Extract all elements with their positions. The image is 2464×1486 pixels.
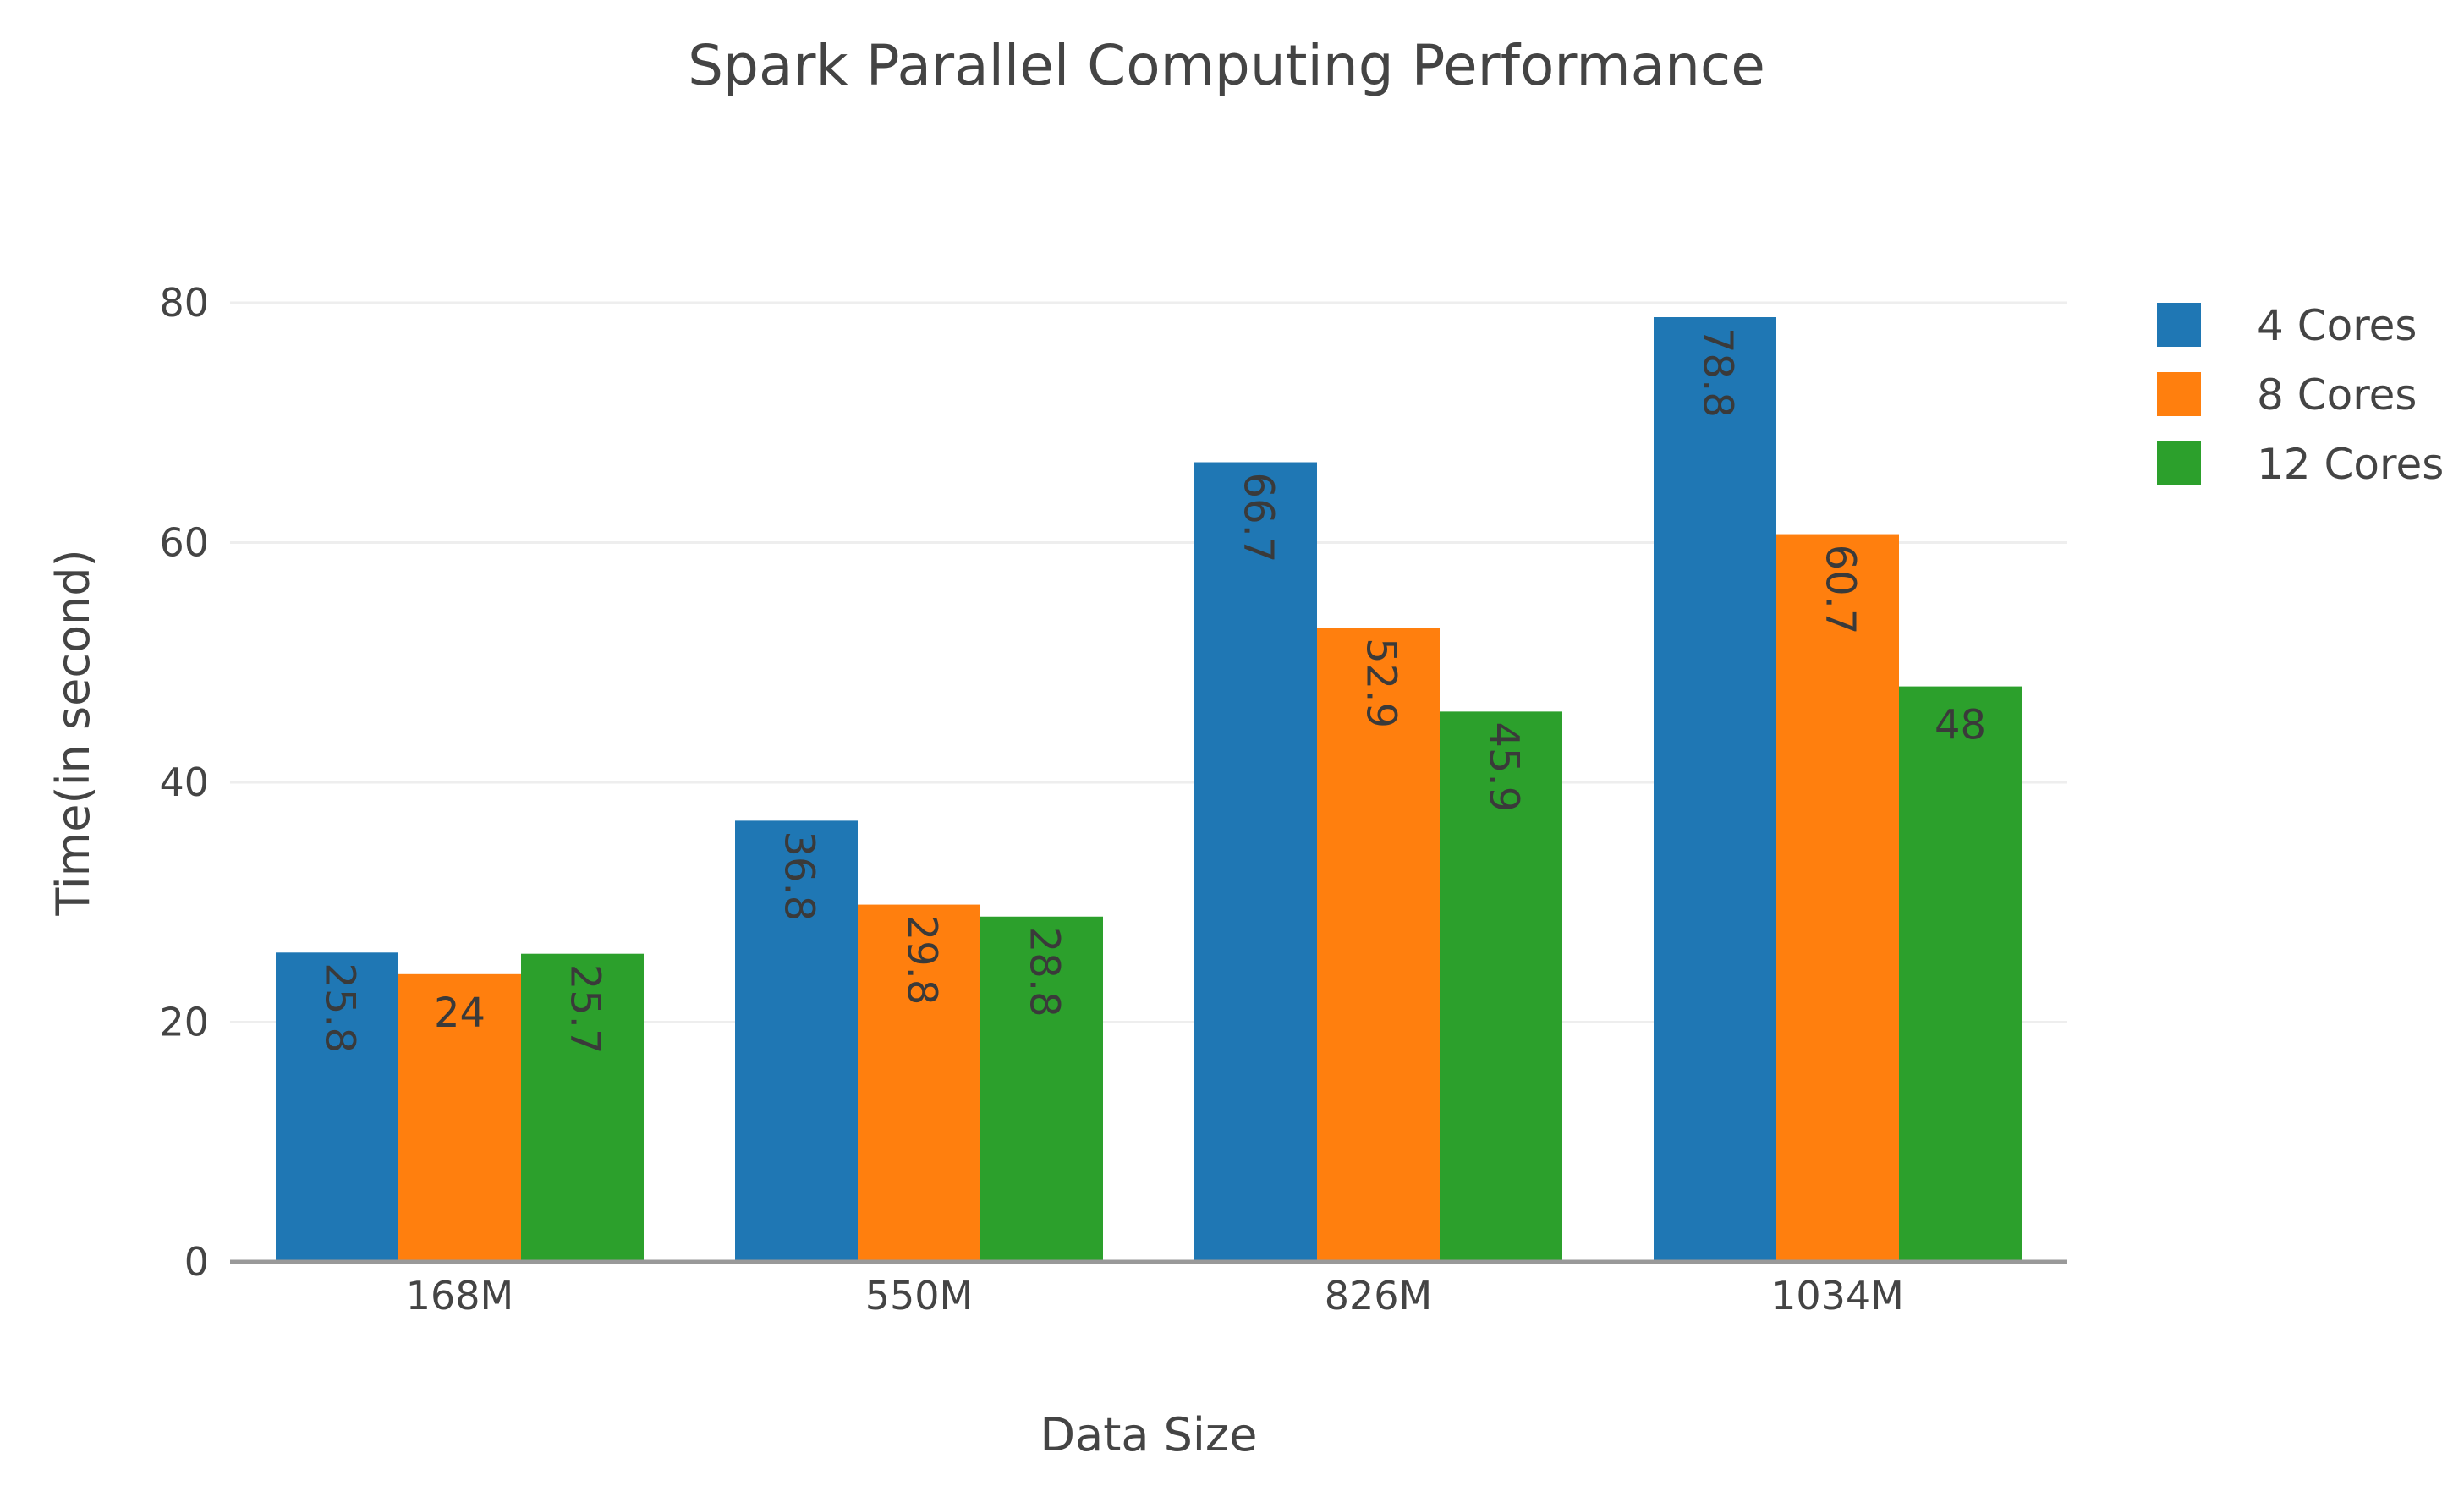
x-tick-label: 1034M: [1771, 1273, 1904, 1319]
bar-1034M-4-cores[interactable]: [1654, 317, 1776, 1262]
bar-826M-12-cores[interactable]: [1440, 711, 1562, 1262]
bar-168M-8-cores[interactable]: [398, 973, 521, 1262]
legend-item-12-cores[interactable]: 12 Cores: [2157, 440, 2444, 489]
y-tick-label: 40: [159, 759, 209, 805]
bar-826M-8-cores[interactable]: [1317, 628, 1440, 1262]
legend-label: 12 Cores: [2257, 440, 2444, 489]
y-tick-label: 60: [159, 520, 209, 566]
bar-value-label: 25.7: [562, 964, 609, 1055]
bar-value-label: 78.8: [1694, 327, 1742, 418]
y-axis-ticks: 0 20 40 60 80: [159, 280, 209, 1285]
bar-value-label: 52.9: [1358, 638, 1405, 728]
bar-value-label: 60.7: [1817, 545, 1864, 635]
bar-value-label: 28.8: [1021, 927, 1068, 1017]
y-tick-label: 20: [159, 1000, 209, 1045]
y-tick-label: 80: [159, 280, 209, 326]
y-tick-label: 0: [184, 1239, 209, 1285]
legend-item-8-cores[interactable]: 8 Cores: [2157, 370, 2417, 419]
legend-swatch: [2157, 372, 2201, 416]
chart-title: Spark Parallel Computing Performance: [688, 33, 1765, 98]
bar-1034M-12-cores[interactable]: [1899, 686, 2022, 1262]
bars: [276, 317, 2022, 1262]
legend-item-4-cores[interactable]: 4 Cores: [2157, 301, 2417, 350]
bar-168M-4-cores[interactable]: [276, 952, 398, 1262]
bar-value-label: 36.8: [776, 831, 823, 921]
bar-550M-4-cores[interactable]: [735, 820, 858, 1262]
bar-826M-4-cores[interactable]: [1194, 462, 1317, 1262]
bar-value-label: 48: [1934, 702, 1986, 749]
y-axis-title: Time(in second): [47, 549, 100, 916]
bar-550M-8-cores[interactable]: [858, 904, 980, 1262]
bar-value-label: 29.8: [898, 915, 946, 1006]
legend-swatch: [2157, 441, 2201, 485]
legend-swatch: [2157, 303, 2201, 347]
bar-value-label: 45.9: [1480, 721, 1528, 812]
bar-value-label: 66.7: [1235, 473, 1282, 563]
bar-168M-12-cores[interactable]: [521, 953, 644, 1262]
x-tick-label: 550M: [865, 1273, 974, 1319]
x-tick-label: 826M: [1325, 1273, 1433, 1319]
x-axis-title: Data Size: [1040, 1408, 1258, 1461]
legend-label: 8 Cores: [2257, 370, 2417, 419]
bar-value-label: 25.8: [316, 962, 364, 1053]
x-tick-label: 168M: [406, 1273, 514, 1319]
bar-1034M-8-cores[interactable]: [1776, 534, 1899, 1262]
x-axis-ticks: 168M 550M 826M 1034M: [406, 1273, 1904, 1319]
legend-label: 4 Cores: [2257, 301, 2417, 350]
bar-labels: 25.8 24 25.7 36.8 29.8 28.8 66.7 52.9 45.9 78.8 60…: [316, 327, 1987, 1055]
legend[interactable]: 4 Cores 8 Cores 12 Cores: [2157, 301, 2444, 489]
bar-value-label: 24: [434, 990, 486, 1037]
bar-550M-12-cores[interactable]: [980, 916, 1103, 1262]
